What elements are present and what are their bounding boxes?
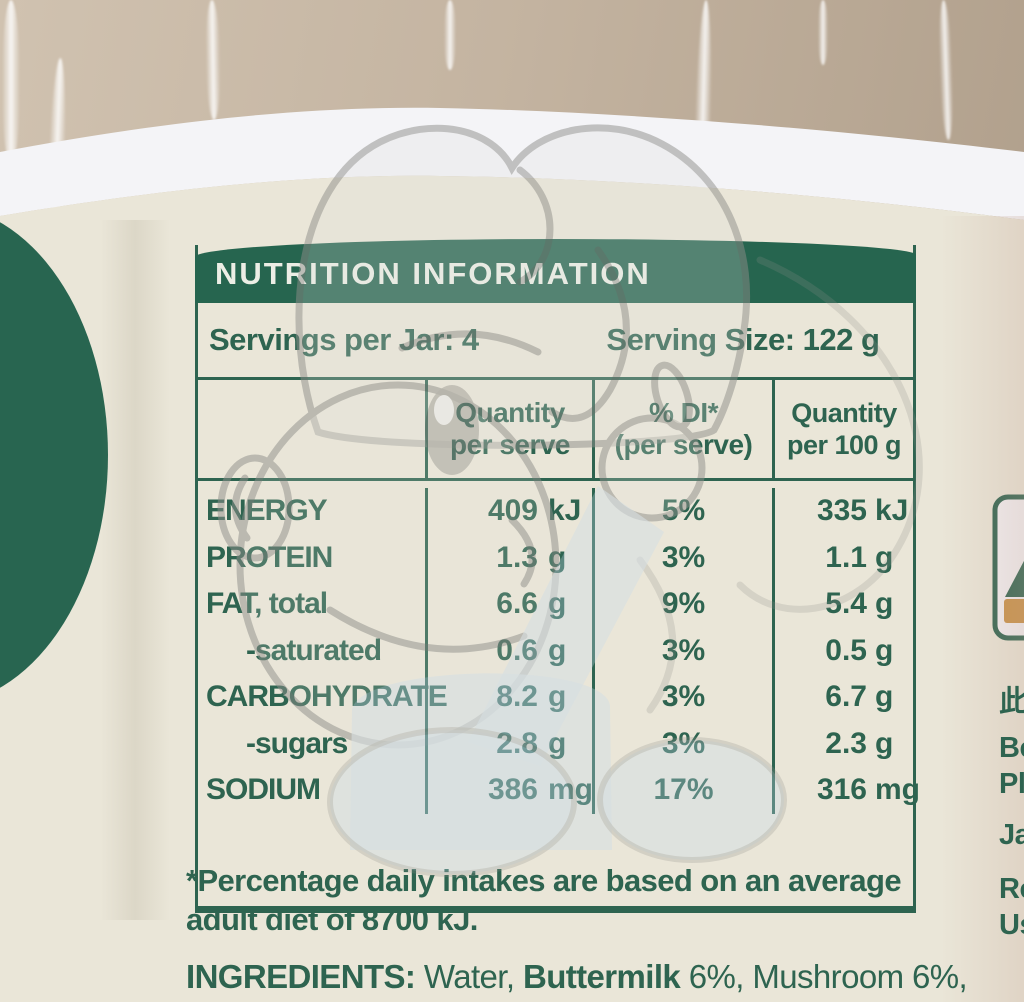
di-percent-value: 5% <box>592 488 772 535</box>
quantity-per-100g-value: 335 kJ <box>772 488 913 535</box>
footnote-line1: *Percentage daily intakes are based on a… <box>186 863 902 898</box>
table-row: -saturated 0.6 g 3% 0.5 g <box>198 627 913 674</box>
quantity-per-serve-value: 2.8 g <box>425 720 592 767</box>
right-panel-text-fragment: Us <box>999 909 1024 941</box>
nutrient-label: PROTEIN <box>206 540 333 574</box>
serving-info-row: Servings per Jar: 4 Serving Size: 122 g <box>198 303 913 377</box>
nutrient-label: -saturated <box>246 633 382 667</box>
footnote-line2: adult diet of 8700 kJ. <box>186 902 478 937</box>
quantity-per-serve-value: 409 kJ <box>425 488 592 535</box>
plastic-highlight <box>2 0 20 165</box>
label-fold-shadow <box>100 220 170 920</box>
quantity-per-100g-header: Quantity per 100 g <box>772 380 913 478</box>
servings-per-jar: Servings per Jar: 4 <box>209 322 479 357</box>
right-panel-text-fragment: Ple <box>999 768 1024 800</box>
right-panel-text-fragment: 此 <box>999 686 1024 718</box>
di-percent-value: 17% <box>592 767 772 814</box>
ingredients-label: INGREDIENTS: <box>186 958 416 995</box>
quantity-per-100g-value: 1.1 g <box>772 534 913 581</box>
plastic-highlight <box>444 0 456 70</box>
table-row: ENERGY 409 kJ 5% 335 kJ <box>198 488 913 535</box>
quantity-per-100g-value: 0.5 g <box>772 627 913 674</box>
label-edge-shadow <box>940 216 1024 1002</box>
daily-intake-footnote: *Percentage daily intakes are based on a… <box>186 861 902 939</box>
quantity-per-serve-value: 1.3 g <box>425 534 592 581</box>
nutrient-label: -sugars <box>246 726 348 760</box>
left-green-design <box>0 222 108 688</box>
nutrient-label: FAT, total <box>206 587 328 621</box>
right-panel-text-fragment: Re <box>999 873 1024 905</box>
quantity-per-serve-header: Quantity per serve <box>425 380 592 478</box>
quantity-per-serve-value: 0.6 g <box>425 627 592 674</box>
quantity-per-serve-value: 386 mg <box>425 767 593 814</box>
plastic-highlight <box>818 0 828 65</box>
di-percent-value: 3% <box>592 720 772 767</box>
quantity-per-serve-value: 8.2 g <box>425 674 592 721</box>
di-percent-value: 3% <box>592 627 772 674</box>
table-row: PROTEIN 1.3 g 3% 1.1 g <box>198 534 913 581</box>
table-row: SODIUM 386 mg 17% 316 mg <box>198 767 920 814</box>
quantity-per-100g-value: 5.4 g <box>772 581 913 628</box>
nutrient-column-header <box>198 380 425 478</box>
nutrient-label: SODIUM <box>206 773 321 807</box>
nutrition-banner: NUTRITION INFORMATION <box>195 239 916 303</box>
column-header-row: Quantity per serve % DI* (per serve) Qua… <box>198 377 913 481</box>
di-percent-header: % DI* (per serve) <box>592 380 772 478</box>
di-percent-value: 9% <box>592 581 772 628</box>
nutrient-label: CARBOHYDRATE <box>206 680 448 714</box>
right-panel-text-fragment: Be <box>999 732 1024 764</box>
di-percent-value: 3% <box>592 674 772 721</box>
right-panel-text-fragment: Jar <box>999 819 1024 851</box>
nutrition-banner-title: NUTRITION INFORMATION <box>215 256 651 291</box>
nutrient-rows: ENERGY 409 kJ 5% 335 kJ PROTEIN 1.3 g 3% 1.… <box>198 481 920 848</box>
nutrition-table: NUTRITION INFORMATION Servings per Jar: … <box>195 239 920 913</box>
quantity-per-serve-value: 6.6 g <box>425 581 592 628</box>
storage-icon <box>992 494 1024 641</box>
table-row: -sugars 2.8 g 3% 2.3 g <box>198 720 913 767</box>
ingredients-line: INGREDIENTS: Water, Buttermilk 6%, Mushr… <box>186 958 968 995</box>
serving-size: Serving Size: 122 g <box>606 322 880 357</box>
table-row: CARBOHYDRATE 8.2 g 3% 6.7 g <box>198 674 913 721</box>
nutrient-label: ENERGY <box>206 494 328 528</box>
quantity-per-100g-value: 316 mg <box>772 767 920 814</box>
quantity-per-100g-value: 2.3 g <box>772 720 913 767</box>
di-percent-value: 3% <box>592 534 772 581</box>
quantity-per-100g-value: 6.7 g <box>772 674 913 721</box>
table-row: FAT, total 6.6 g 9% 5.4 g <box>198 581 913 628</box>
